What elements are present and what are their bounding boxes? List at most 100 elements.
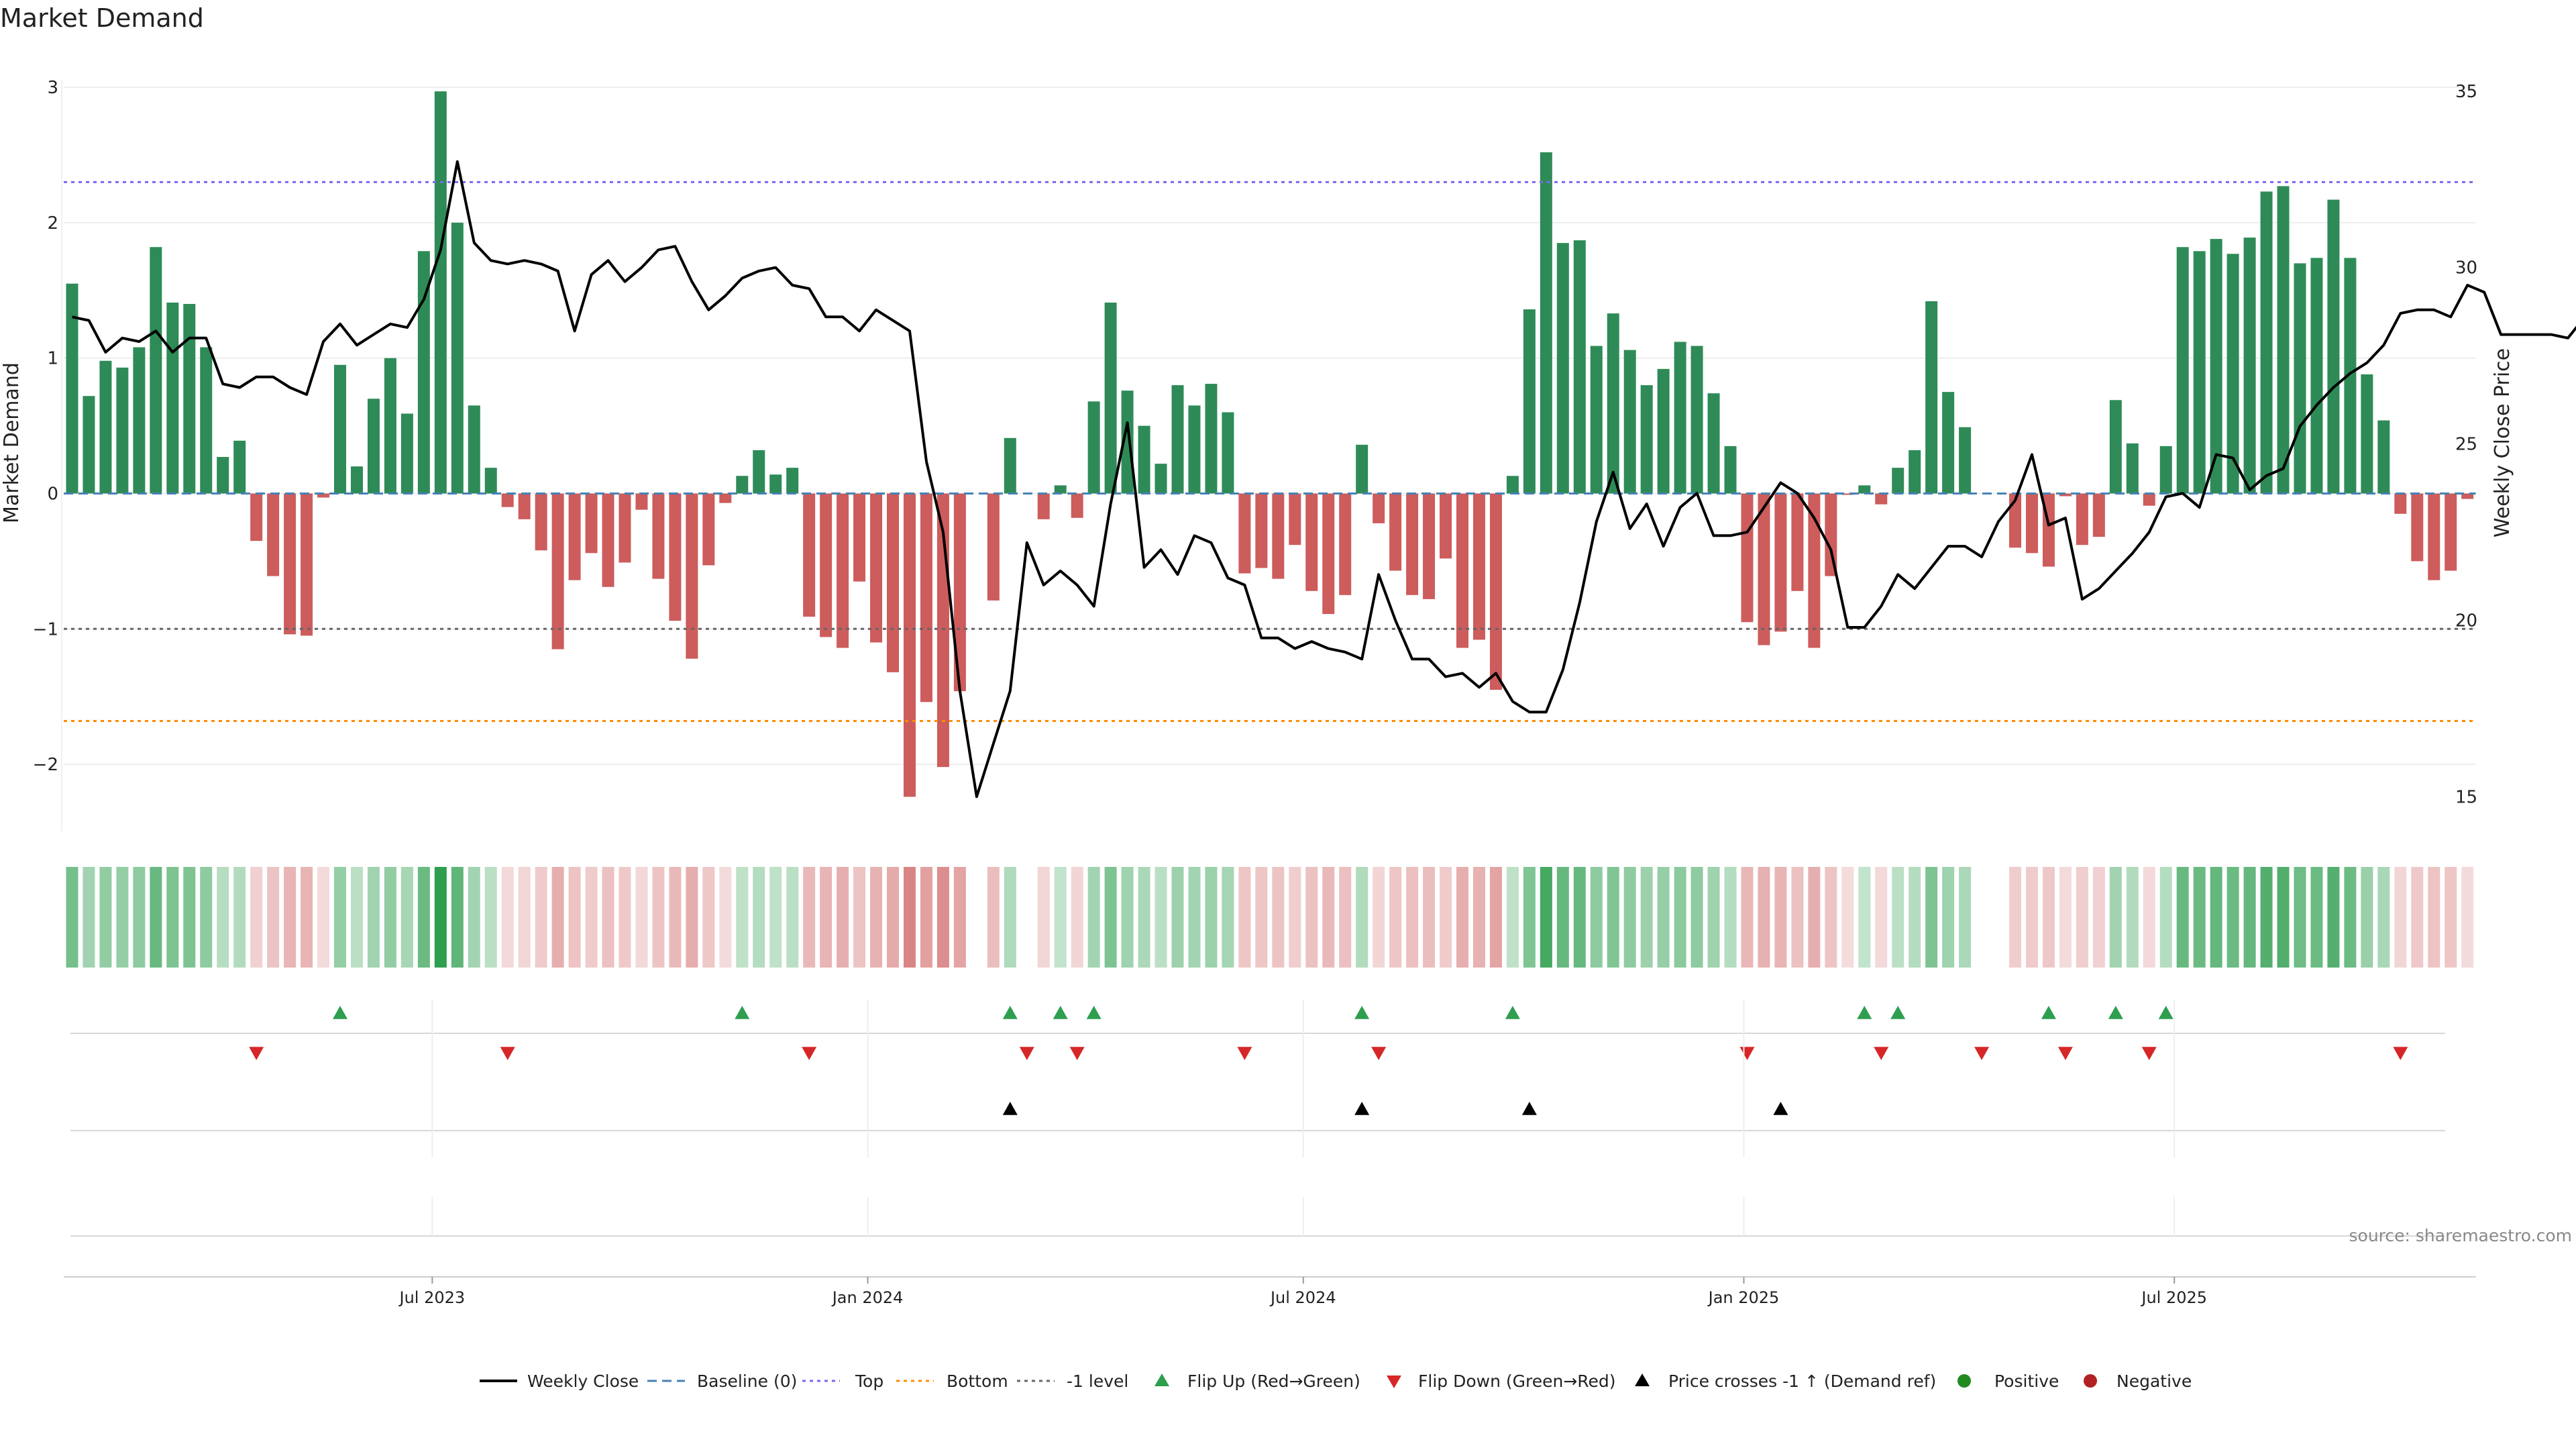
y-tick-label: −2 <box>33 755 58 775</box>
heat-cell <box>1892 867 1904 968</box>
demand-bar <box>2277 186 2290 493</box>
demand-bar <box>552 493 564 649</box>
demand-bar <box>569 493 581 580</box>
heat-cell <box>1507 867 1519 968</box>
heat-cell <box>317 867 329 968</box>
demand-bar <box>267 493 279 576</box>
legend-item-flip-up[interactable]: Flip Up (Red→Green) <box>1155 1371 1360 1391</box>
heat-cell <box>1523 867 1536 968</box>
demand-bar <box>1741 493 1753 622</box>
legend-item-price-cross[interactable]: Price crosses -1 ↑ (Demand ref) <box>1635 1371 1936 1391</box>
price-cross-marker <box>1003 1102 1018 1115</box>
heat-cell <box>1490 867 1502 968</box>
heat-cell <box>2009 867 2021 968</box>
heat-cell <box>116 867 128 968</box>
heat-cell <box>1574 867 1586 968</box>
demand-bar <box>2026 493 2038 553</box>
heat-cell <box>887 867 899 968</box>
y2-tick-label: 30 <box>2455 258 2477 278</box>
flip-down-marker <box>2058 1047 2073 1060</box>
source-note: source: sharemaestro.com <box>2349 1226 2573 1245</box>
heat-cell <box>2361 867 2373 968</box>
flip-down-marker <box>2142 1047 2157 1060</box>
heat-cell <box>1925 867 1937 968</box>
demand-bar <box>853 493 865 581</box>
heat-cell <box>1088 867 1100 968</box>
heat-cell <box>301 867 313 968</box>
heat-cell <box>133 867 145 968</box>
heat-cell <box>1055 867 1067 968</box>
flip-down-marker <box>2393 1047 2408 1060</box>
demand-bar <box>233 441 246 494</box>
demand-bar <box>535 493 547 550</box>
heat-cell <box>1691 867 1703 968</box>
legend-item-flip-down[interactable]: Flip Down (Green→Red) <box>1387 1371 1616 1391</box>
heat-cell <box>468 867 480 968</box>
heat-cell <box>1473 867 1485 968</box>
demand-bar <box>1624 350 1636 494</box>
demand-bar <box>1456 493 1468 647</box>
legend[interactable]: Weekly Close Baseline (0)Top Bottom -1 leve… <box>480 1371 2192 1391</box>
demand-bar <box>619 493 631 562</box>
legend-item-weekly-close[interactable]: Weekly Close <box>480 1371 639 1391</box>
heat-cell <box>1122 867 1134 968</box>
demand-bar <box>1557 243 1569 493</box>
heat-cell <box>635 867 647 968</box>
y-tick-label: −1 <box>33 619 58 639</box>
legend-item-positive[interactable]: Positive <box>1957 1371 2059 1391</box>
demand-bar <box>166 303 178 494</box>
heat-cell <box>2026 867 2038 968</box>
heat-cell <box>2059 867 2072 968</box>
demand-bar <box>1406 493 1418 594</box>
legend-item-minus-one[interactable]: -1 level <box>1017 1371 1128 1391</box>
heat-cell <box>803 867 815 968</box>
demand-bar <box>1088 401 1100 493</box>
heat-cell <box>217 867 229 968</box>
demand-bar <box>1440 493 1452 558</box>
heat-cell <box>2277 867 2290 968</box>
heat-cell <box>1942 867 1954 968</box>
heat-cell <box>1255 867 1267 968</box>
legend-item-top[interactable]: Top <box>802 1371 883 1391</box>
legend-item-bottom[interactable]: Bottom <box>896 1371 1008 1391</box>
demand-bar <box>183 304 195 494</box>
demand-bar <box>686 493 698 658</box>
demand-bar <box>1942 392 1954 493</box>
heat-cell <box>870 867 882 968</box>
legend-swatch <box>2084 1374 2097 1388</box>
flip-up-marker <box>735 1006 749 1019</box>
demand-bar <box>1155 464 1167 493</box>
heat-cell <box>384 867 396 968</box>
heat-cell <box>183 867 195 968</box>
x-tick-label: Jul 2023 <box>398 1288 466 1307</box>
legend-swatch <box>1957 1374 1971 1388</box>
heat-cell <box>786 867 798 968</box>
demand-bar <box>2261 191 2273 493</box>
demand-heat-strip <box>66 867 2473 968</box>
demand-bar <box>736 476 748 493</box>
heat-cell <box>1540 867 1552 968</box>
legend-label: Positive <box>1994 1371 2059 1391</box>
flip-up-marker <box>1087 1006 1102 1019</box>
heat-cell <box>1440 867 1452 968</box>
demand-bar <box>1172 385 1184 493</box>
demand-bar <box>1959 427 1971 494</box>
heat-cell <box>904 867 916 968</box>
heat-cell <box>535 867 547 968</box>
heat-cell <box>351 867 363 968</box>
heat-cell <box>1791 867 1803 968</box>
legend-label: Flip Down (Green→Red) <box>1418 1371 1616 1391</box>
heat-cell <box>954 867 966 968</box>
demand-bar <box>1909 450 1921 494</box>
legend-item-baseline[interactable]: Baseline (0) <box>647 1371 797 1391</box>
heat-cell <box>2227 867 2239 968</box>
heat-cell <box>2076 867 2088 968</box>
heat-cell <box>719 867 731 968</box>
demand-bar <box>1725 446 1737 494</box>
heat-cell <box>1741 867 1753 968</box>
heat-cell <box>2461 867 2473 968</box>
heat-cell <box>1038 867 1050 968</box>
legend-item-negative[interactable]: Negative <box>2084 1371 2192 1391</box>
